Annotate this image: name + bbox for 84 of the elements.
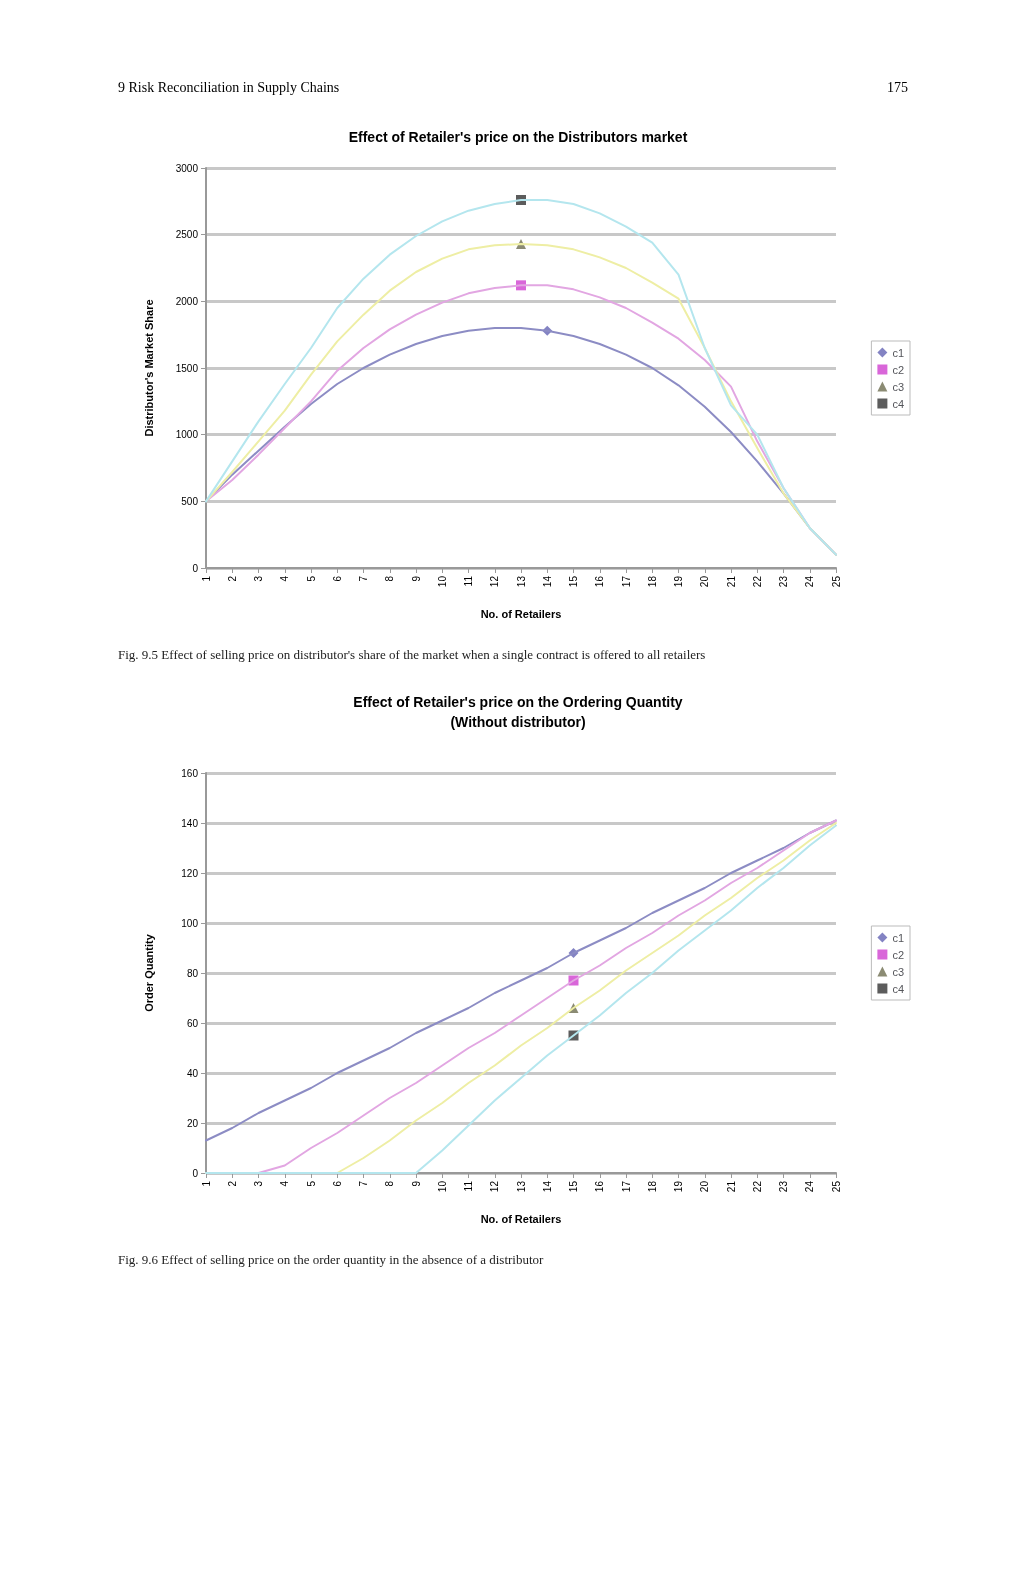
legend-label: c2 [892,363,905,376]
x-tick-label: 19 [673,575,684,588]
x-tick-label: 9 [410,1180,422,1187]
x-tick-label: 1 [200,575,212,582]
legend-label: c3 [892,380,905,393]
legend-label: c4 [892,397,905,410]
y-tick-label: 120 [181,867,199,879]
y-tick-label: 100 [181,917,199,929]
x-tick-label: 22 [751,1180,763,1193]
x-tick-label: 19 [673,1180,684,1193]
text: 175 [887,80,908,96]
x-tick-label: 21 [725,575,737,588]
caption: Fig. 9.6 Effect of selling price on the order quantity in the absence of a distributor [118,1251,545,1268]
x-tick-label: 12 [489,575,501,588]
chart-title: Effect of Retailer's price on the Ordering Quantity (Without distributor) [353,694,683,730]
x-tick-label: 23 [778,575,789,588]
x-tick-label: 8 [384,1180,396,1187]
text: 9 Risk Reconciliation in Supply Chains [118,80,340,96]
y-tick-label: 1000 [175,429,199,441]
x-tick-label: 20 [699,575,711,588]
x-tick-label: 10 [436,1180,448,1193]
x-tick-label: 6 [331,575,343,582]
x-tick-label: 11 [463,1180,474,1192]
y-tick-label: 500 [181,495,199,507]
x-tick-label: 6 [331,1180,343,1187]
x-tick-label: 23 [778,1180,789,1193]
y-tick-label: 20 [186,1117,199,1129]
y-tick-label: 40 [186,1067,199,1079]
x-tick-label: 25 [830,1180,842,1193]
x-tick-label: 25 [830,575,842,588]
x-tick-label: 2 [226,575,238,582]
x-tick-label: 2 [226,1180,238,1187]
caption: Fig. 9.5 Effect of selling price on distributor's share of the market when a single contract is offered to all retailers [118,646,707,663]
x-tick-label: 4 [279,1180,291,1187]
x-tick-label: 3 [253,575,264,582]
x-tick-label: 13 [515,1180,527,1193]
x-tick-label: 9 [410,575,422,582]
y-tick-label: 3000 [175,162,199,174]
x-tick-label: 17 [620,1180,632,1193]
x-tick-label: 7 [358,575,369,582]
x-tick-label: 12 [489,1180,501,1193]
legend-label: c1 [892,931,905,944]
x-axis-title: No. of Retailers [480,1212,562,1225]
chart-title: Effect of Retailer's price on the Distributors market [348,129,688,145]
x-tick-label: 14 [541,575,553,588]
legend-label: c4 [892,982,905,995]
x-tick-label: 11 [463,575,474,587]
x-tick-label: 5 [305,1180,317,1187]
y-tick-label: 1500 [175,362,199,374]
x-tick-label: 16 [594,575,606,588]
y-tick-label: 2000 [175,295,199,307]
x-tick-label: 16 [594,1180,606,1193]
x-tick-label: 4 [279,575,291,582]
y-tick-label: 0 [192,1167,199,1179]
y-axis-title: Distributor's Market Share [142,299,155,437]
x-tick-label: 24 [804,1180,816,1193]
x-tick-label: 21 [725,1180,737,1193]
x-tick-label: 18 [646,1180,658,1193]
x-tick-label: 22 [751,575,763,588]
x-tick-label: 3 [253,1180,264,1187]
x-tick-label: 15 [568,1180,579,1193]
x-tick-label: 13 [515,575,527,588]
x-axis-title: No. of Retailers [480,607,562,620]
x-tick-label: 14 [541,1180,553,1193]
x-tick-label: 15 [568,575,579,588]
y-tick-label: 2500 [175,229,199,241]
x-tick-label: 17 [620,575,632,588]
y-tick-label: 60 [186,1017,199,1029]
y-tick-label: 140 [181,817,199,829]
y-tick-label: 160 [181,767,199,779]
x-tick-label: 20 [699,1180,711,1193]
x-tick-label: 5 [305,575,317,582]
x-tick-label: 10 [436,575,448,588]
x-tick-label: 8 [384,575,396,582]
x-tick-label: 7 [358,1180,369,1187]
x-tick-label: 1 [200,1180,212,1187]
y-tick-label: 0 [192,562,199,574]
y-axis-title: Order Quantity [142,933,155,1012]
legend-label: c1 [892,346,905,359]
x-tick-label: 18 [646,575,658,588]
y-tick-label: 80 [186,967,199,979]
x-tick-label: 24 [804,575,816,588]
legend-label: c3 [892,965,905,978]
legend-label: c2 [892,948,905,961]
